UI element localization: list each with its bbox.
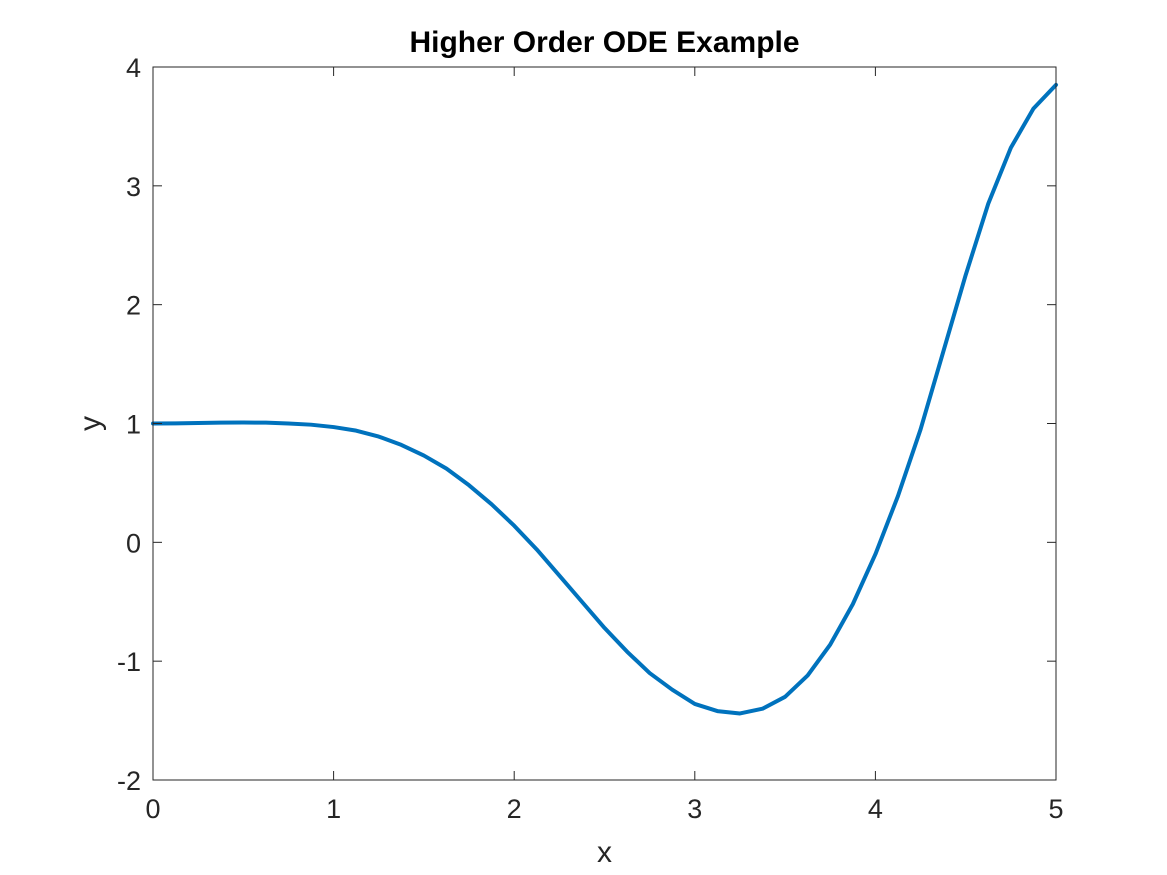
x-tick-label: 3 — [687, 794, 702, 824]
y-tick-label: 2 — [126, 291, 141, 321]
x-tick-label: 5 — [1048, 794, 1063, 824]
y-tick-label: 0 — [126, 528, 141, 558]
plot-area: 0 1 2 3 4 5 -2 -1 0 1 2 3 4 — [117, 53, 1064, 824]
x-tick-label: 2 — [507, 794, 522, 824]
x-tick-label: 0 — [145, 794, 160, 824]
series-line-1 — [151, 82, 1058, 716]
y-tick-label: 4 — [126, 53, 141, 83]
y-tick-label: -2 — [117, 766, 141, 796]
x-tick-label: 1 — [326, 794, 341, 824]
x-tick-label: 4 — [868, 794, 883, 824]
y-tick-label: 3 — [126, 172, 141, 202]
y-tick-label: 1 — [126, 410, 141, 440]
y-axis-label: y — [74, 416, 107, 431]
x-axis-label: x — [597, 836, 612, 869]
chart-title: Higher Order ODE Example — [409, 26, 799, 59]
y-tick-label: -1 — [117, 647, 141, 677]
